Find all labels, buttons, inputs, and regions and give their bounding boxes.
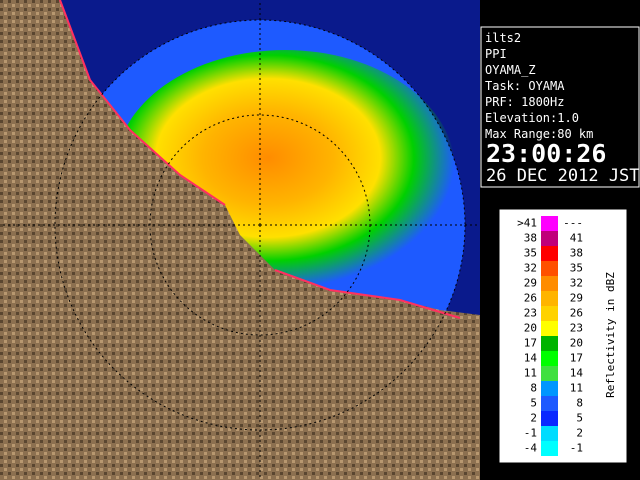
legend-low: -1 [524,427,537,440]
legend-low: 14 [524,352,538,365]
legend-low: 29 [524,277,537,290]
info-line: PPI [485,47,507,61]
legend-low: 17 [524,337,537,350]
legend-swatch [541,246,558,261]
legend-swatch [541,441,558,456]
legend-low: -4 [524,442,538,455]
legend-swatch [541,396,558,411]
legend-high: 23 [570,322,583,335]
legend-low: 23 [524,307,537,320]
info-line: PRF: 1800Hz [485,95,564,109]
info-line: ilts2 [485,31,521,45]
legend-low: 35 [524,247,537,260]
legend-low: >41 [517,217,537,230]
legend-high: 32 [570,277,583,290]
legend-swatch [541,261,558,276]
legend-swatch [541,321,558,336]
legend-low: 2 [530,412,537,425]
info-line: Task: OYAMA [485,79,565,93]
legend-high: 41 [570,232,583,245]
legend-swatch [541,291,558,306]
legend-swatch [541,381,558,396]
legend-swatch [541,411,558,426]
legend-low: 32 [524,262,537,275]
legend-box [499,209,627,463]
info-box [480,26,640,188]
legend-high: 17 [570,352,583,365]
legend-swatch [541,366,558,381]
legend-high: 26 [570,307,583,320]
legend-swatch [541,306,558,321]
legend-high: -1 [570,442,583,455]
legend-high: 11 [570,382,583,395]
legend-swatch [541,426,558,441]
legend-high: 20 [570,337,583,350]
legend-low: 5 [530,397,537,410]
legend-low: 38 [524,232,537,245]
legend-low: 11 [524,367,537,380]
info-line: Elevation:1.0 [485,111,579,125]
legend-high: 38 [570,247,583,260]
legend-low: 26 [524,292,537,305]
legend-high: 2 [576,427,583,440]
legend-high: 14 [570,367,584,380]
legend-high: 35 [570,262,583,275]
map [0,0,480,480]
legend-swatch [541,351,558,366]
legend-high: 5 [576,412,583,425]
legend-title: Reflectivity in dBZ [604,272,617,398]
info-line: Max Range:80 km [485,127,593,141]
time: 23:00:26 [486,139,606,168]
legend-high: 8 [576,397,583,410]
legend-high: 29 [570,292,583,305]
date: 26 DEC 2012 JST [486,166,640,186]
legend-swatch [541,231,558,246]
legend-low: 20 [524,322,537,335]
legend-swatch [541,216,558,231]
legend-swatch [541,276,558,291]
legend-low: 8 [530,382,537,395]
info-line: OYAMA_Z [485,63,536,77]
legend-high: --- [563,217,583,230]
legend-swatch [541,336,558,351]
